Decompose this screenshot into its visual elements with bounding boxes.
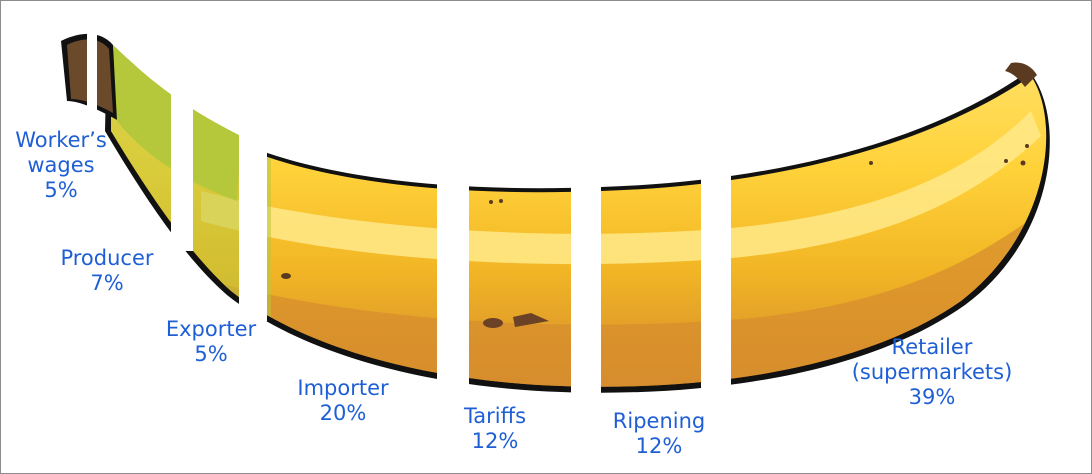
label-tariffs-percent: 12%: [471, 429, 519, 453]
label-exporter-name: Exporter: [165, 317, 257, 341]
slice-gap-2: [171, 31, 193, 251]
label-workers-wages-percent: 5%: [44, 178, 78, 202]
label-workers-wages-line1: Worker’s: [15, 128, 107, 152]
label-importer-percent: 20%: [319, 401, 367, 425]
label-retailer-name: Retailer: [891, 335, 973, 359]
label-importer-name: Importer: [297, 376, 389, 400]
label-retailer: Retailer (supermarkets) 39%: [827, 335, 1037, 410]
slice-gap-4: [437, 31, 469, 401]
label-workers-wages: Worker’s wages 5%: [5, 128, 117, 203]
label-exporter-percent: 5%: [194, 342, 228, 366]
label-exporter: Exporter 5%: [149, 317, 273, 367]
label-producer-percent: 7%: [90, 271, 124, 295]
slice-gap-6: [701, 31, 731, 401]
label-retailer-sub: (supermarkets): [851, 360, 1013, 384]
label-workers-wages-line2: wages: [27, 153, 95, 177]
label-tariffs: Tariffs 12%: [445, 404, 545, 454]
slice-gaps: [87, 31, 731, 401]
label-retailer-percent: 39%: [908, 385, 956, 409]
slice-gap-1: [87, 31, 97, 151]
label-ripening: Ripening 12%: [597, 409, 721, 459]
slice-gap-5: [571, 31, 601, 401]
label-importer: Importer 20%: [281, 376, 405, 426]
label-producer-name: Producer: [60, 246, 154, 270]
label-tariffs-name: Tariffs: [463, 404, 527, 428]
label-ripening-name: Ripening: [612, 409, 706, 433]
slice-gap-3: [239, 31, 267, 321]
label-producer: Producer 7%: [45, 246, 169, 296]
label-ripening-percent: 12%: [635, 434, 683, 458]
